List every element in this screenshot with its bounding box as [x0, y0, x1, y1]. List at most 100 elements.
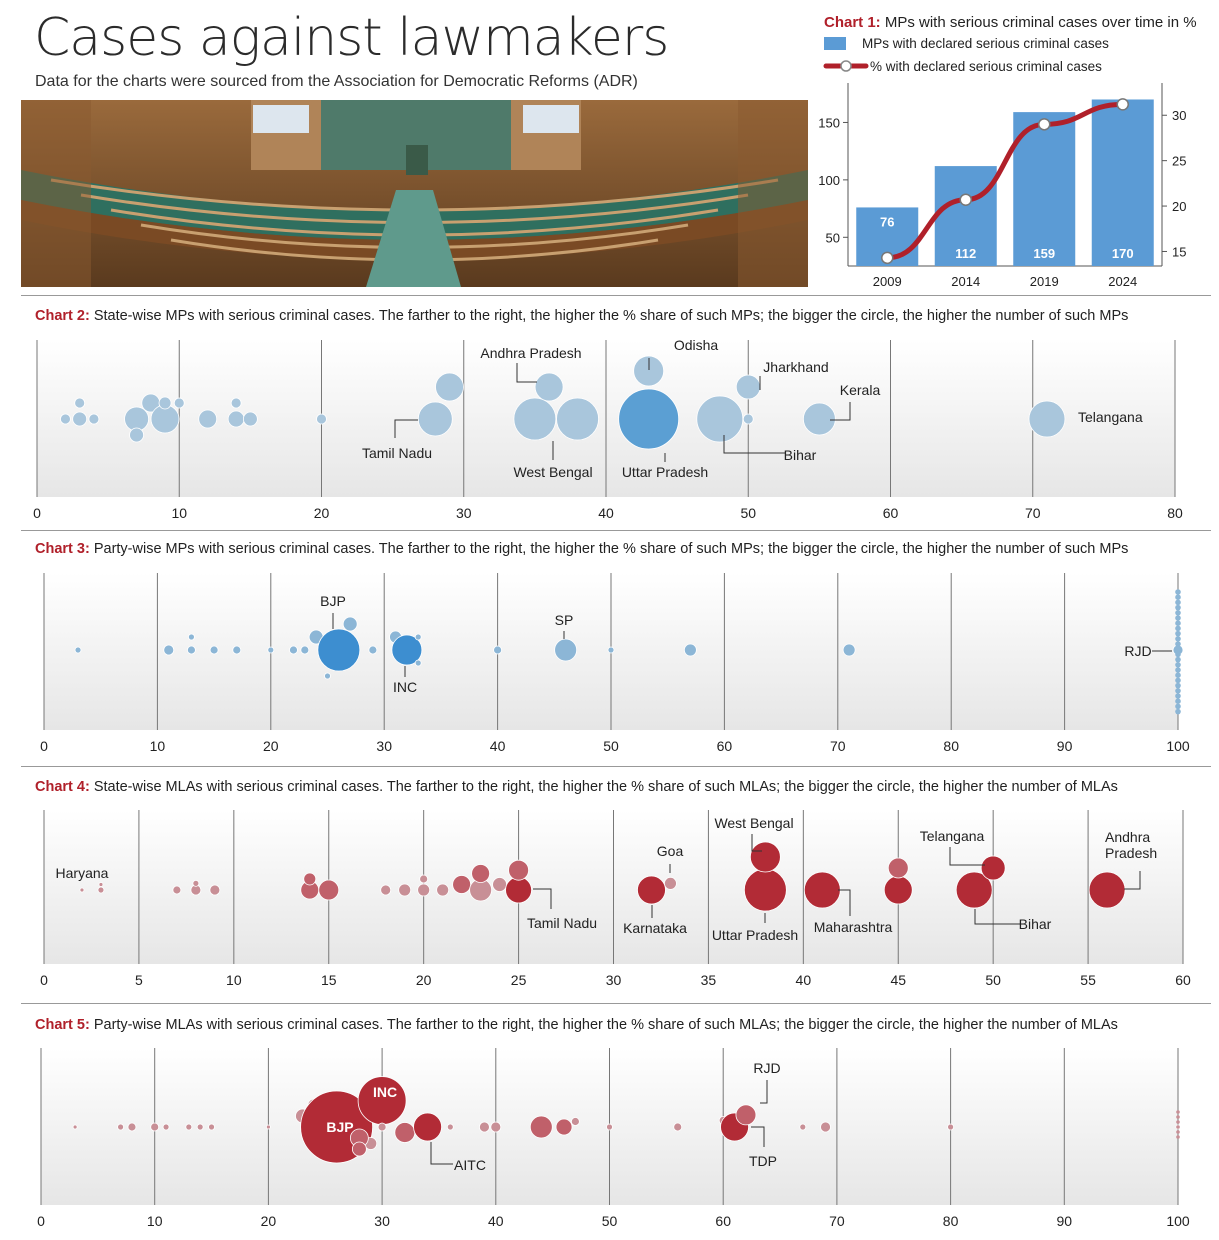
bubble	[79, 887, 85, 893]
bubble	[799, 1123, 807, 1131]
rjd-stack-dot	[1175, 651, 1181, 658]
bubble	[242, 411, 258, 427]
bubble	[380, 884, 392, 896]
x-tick-label: 40	[490, 738, 506, 754]
left-tick-label: 100	[818, 173, 840, 188]
bubble	[414, 659, 422, 667]
bubble	[607, 646, 615, 654]
rjd-stack-dot	[1175, 703, 1181, 710]
bubble	[162, 1123, 170, 1131]
bubble	[88, 413, 100, 425]
annotation-label: SP	[555, 612, 574, 628]
share-point	[1116, 98, 1129, 111]
bubble	[452, 875, 472, 894]
right-tick-label: 20	[1172, 199, 1186, 214]
chart2-caption: Chart 2: State-wise MPs with serious cri…	[35, 308, 1129, 324]
share-point	[881, 251, 894, 265]
divider	[21, 530, 1211, 531]
bubble	[72, 1124, 78, 1130]
bubble	[683, 643, 697, 657]
bubble	[163, 644, 175, 656]
bubble	[435, 372, 464, 402]
rjd-stack-dot	[1175, 656, 1181, 663]
bubble	[664, 877, 677, 890]
bubble	[196, 1123, 204, 1131]
leader-line	[394, 419, 418, 438]
leader-line	[1124, 871, 1141, 890]
chart4: 0 5 10 15 20 25 30 35 40 45 50 55 60 Haryana Goa West B…	[40, 810, 1191, 988]
bubble	[413, 1112, 442, 1142]
x-tick-label: 80	[943, 738, 959, 754]
rjd-stack-dot	[1175, 620, 1181, 626]
bubble	[158, 396, 172, 410]
annotation-label: Goa	[657, 843, 684, 859]
chart4-caption: Chart 4: State-wise MLAs with serious cr…	[35, 779, 1118, 795]
bubble	[529, 1115, 553, 1139]
legend-line-label: % with declared serious criminal cases	[870, 59, 1102, 74]
divider	[21, 1003, 1211, 1004]
annotation-label: INC	[373, 1084, 397, 1100]
chart3-caption: Chart 3: Party-wise MPs with serious cri…	[35, 541, 1129, 557]
annotation-label: BJP	[320, 593, 346, 609]
bubble	[317, 628, 361, 672]
bubble	[316, 413, 327, 425]
rjd-stack-dot	[1175, 636, 1181, 642]
stack-dot	[1176, 1135, 1180, 1139]
bar-2019	[1013, 112, 1076, 267]
x-tick-label: 55	[1080, 972, 1096, 988]
leader-line	[516, 363, 537, 383]
bubble	[265, 1124, 271, 1130]
bubble	[129, 427, 144, 443]
bubble	[127, 1122, 137, 1132]
bubble	[735, 1104, 757, 1126]
chart1-title: Chart 1: MPs with serious criminal cases…	[824, 14, 1197, 31]
x-tick-label: 2019	[1030, 274, 1059, 289]
rjd-stack-dot	[1175, 688, 1181, 694]
chart3: 0 10 20 30 40 50 60 70 80 90 100 BJP INC SP RJD	[40, 573, 1190, 754]
bubble	[74, 397, 86, 409]
leader-line	[751, 834, 762, 852]
bubble	[490, 1121, 502, 1133]
bubble	[377, 1122, 387, 1132]
bubble	[124, 406, 149, 432]
leader-line	[760, 1080, 768, 1104]
page-title: Cases against lawmakers	[34, 8, 669, 68]
parliament-photo	[21, 100, 808, 287]
annotation-label: Bihar	[784, 447, 817, 463]
x-tick-label: 2024	[1108, 274, 1137, 289]
bubble	[300, 645, 310, 655]
bubble	[208, 1123, 215, 1131]
annotation-label: Maharashtra	[814, 919, 893, 935]
bubble	[398, 883, 412, 897]
leader-line	[974, 909, 1020, 925]
bubble	[198, 409, 218, 429]
bubble	[289, 645, 298, 655]
right-tick-label: 15	[1172, 244, 1186, 259]
x-tick-label: 50	[603, 738, 619, 754]
bubble	[172, 885, 182, 895]
annotation-label: INC	[393, 679, 417, 695]
bubble	[696, 395, 744, 443]
rjd-stack-dot	[1175, 599, 1181, 606]
annotation-label: Uttar Pradesh	[622, 464, 708, 480]
leader-line	[723, 435, 785, 454]
share-point	[959, 193, 972, 206]
rjd-stack-dot	[1175, 594, 1181, 600]
x-tick-label: 25	[511, 972, 527, 988]
chart2: 0 10 20 30 40 50 60 70 80 Andhra Pradesh Odisha Jha…	[33, 337, 1183, 521]
annotation-label: BJP	[326, 1119, 353, 1135]
x-tick-label: 20	[416, 972, 432, 988]
x-tick-label: 40	[598, 505, 614, 521]
bubble	[394, 1122, 416, 1143]
stack-dot	[1176, 1130, 1180, 1134]
x-tick-label: 30	[374, 1213, 390, 1229]
x-tick-label: 100	[1166, 738, 1190, 754]
bubble	[351, 1141, 367, 1157]
share-line	[887, 101, 1123, 261]
bubble	[187, 645, 196, 655]
bubble	[98, 882, 104, 887]
legend-line-marker	[840, 60, 852, 72]
chart5: 0 10 20 30 40 50 60 70 80 90 100 BJP INC RJD AITC TDP	[37, 1048, 1190, 1229]
x-tick-label: 30	[376, 738, 392, 754]
rjd-stack-dot	[1175, 615, 1181, 621]
